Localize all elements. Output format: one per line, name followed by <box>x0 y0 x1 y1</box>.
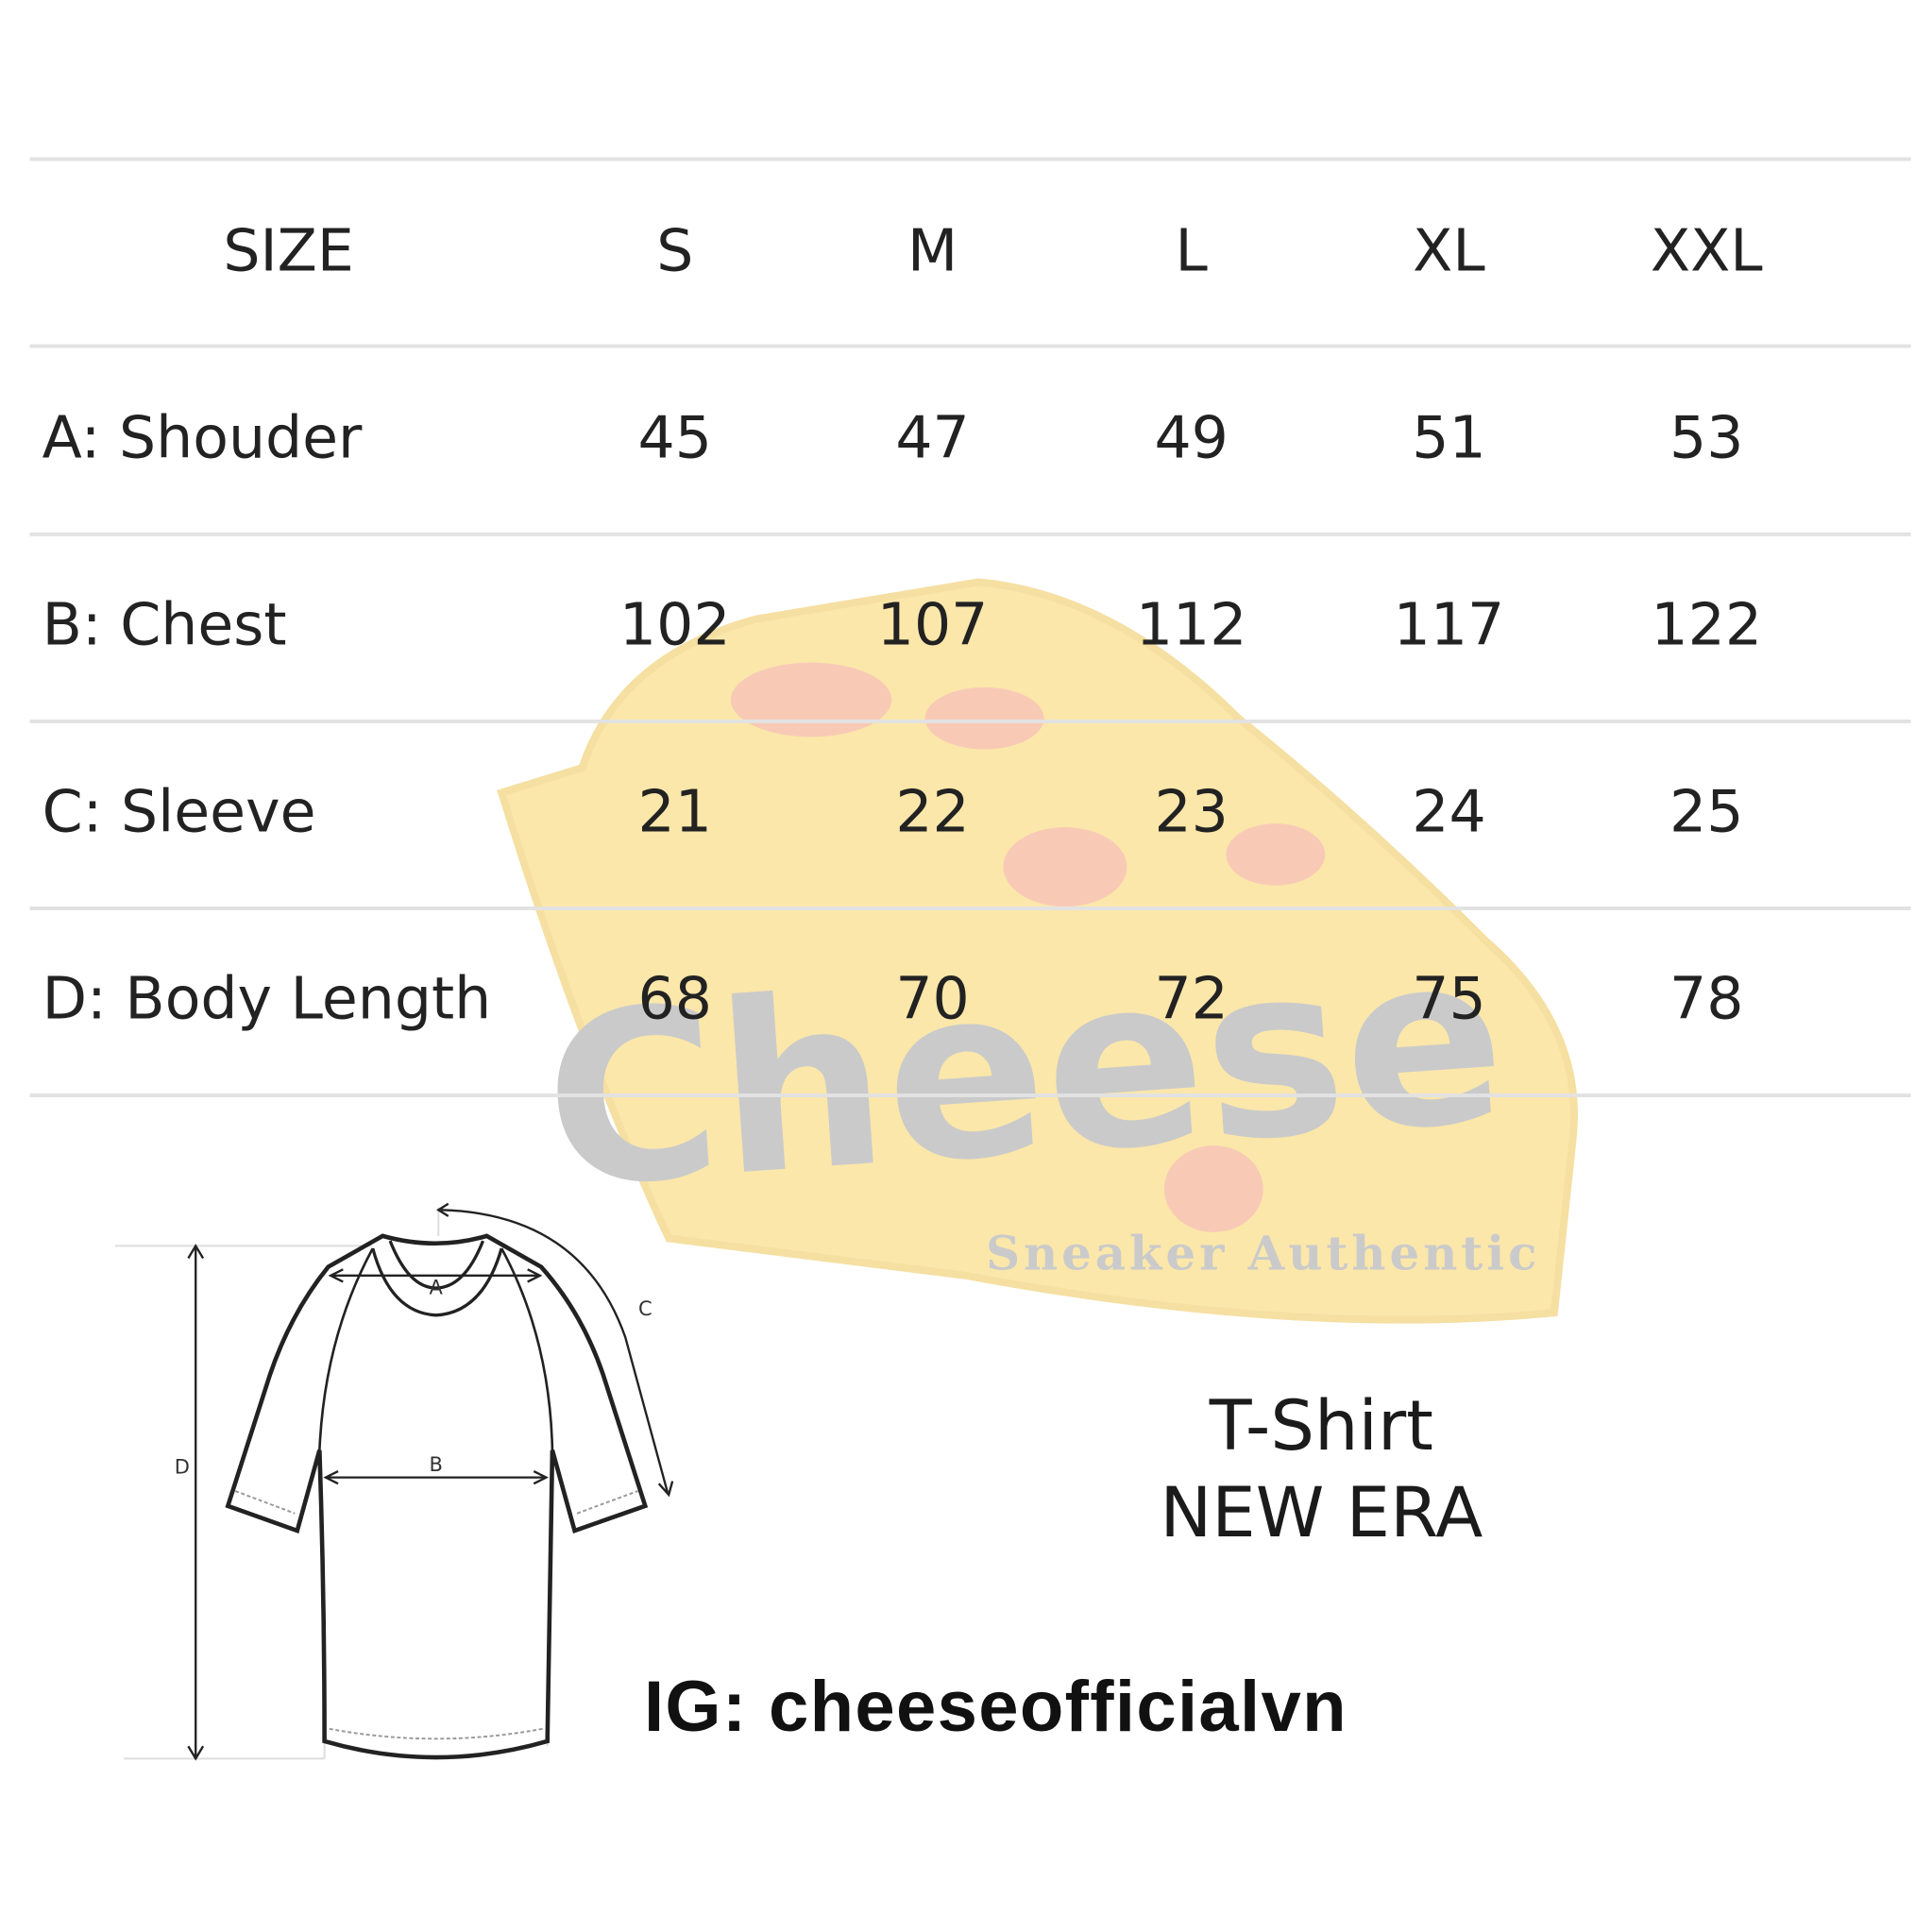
cheese-hole <box>730 662 892 737</box>
measure-arrows <box>187 1202 674 1761</box>
column-header: M <box>907 217 958 286</box>
table-cell: 107 <box>876 591 989 660</box>
table-cell: 102 <box>619 591 731 660</box>
table-cell: 78 <box>1669 965 1744 1034</box>
cheese-hole <box>1003 827 1127 907</box>
collar <box>371 1240 503 1317</box>
table-cell: 21 <box>637 778 712 847</box>
column-header: XXL <box>1650 217 1763 286</box>
table-divider <box>29 344 1911 348</box>
table-divider <box>29 157 1911 161</box>
watermark-brand: Cheese <box>537 901 1513 1241</box>
label-c: C <box>638 1297 652 1320</box>
table-cell: 112 <box>1135 591 1247 660</box>
table-cell: 117 <box>1393 591 1505 660</box>
column-header: SIZE <box>223 217 354 286</box>
product-type: T-Shirt <box>1209 1386 1433 1467</box>
cheese-wedge <box>497 578 1578 1324</box>
table-cell: 45 <box>637 404 712 473</box>
table-cell: 47 <box>895 404 970 473</box>
column-header: L <box>1175 217 1208 286</box>
table-cell: 72 <box>1154 965 1229 1034</box>
instagram-handle: IG: cheeseofficialvn <box>643 1666 1347 1747</box>
table-cell: 122 <box>1651 591 1763 660</box>
row-label: C: Sleeve <box>42 778 316 847</box>
table-cell: 70 <box>895 965 970 1034</box>
table-cell: 51 <box>1412 404 1486 473</box>
row-label: A: Shouder <box>42 404 363 473</box>
tshirt-outline <box>225 1233 649 1760</box>
table-cell: 49 <box>1154 404 1229 473</box>
watermark-tagline: Sneaker Authentic <box>986 1225 1540 1280</box>
table-cell: 23 <box>1154 778 1229 847</box>
table-cell: 68 <box>637 965 712 1034</box>
table-divider <box>29 719 1911 723</box>
raglan-seam <box>318 1247 554 1450</box>
table-cell: 75 <box>1412 965 1486 1034</box>
column-header: S <box>656 217 694 286</box>
cheese-hole <box>1163 1145 1263 1232</box>
label-a: A <box>429 1277 443 1299</box>
hem-stitch <box>234 1490 638 1740</box>
row-label: B: Chest <box>42 591 287 660</box>
label-d: D <box>175 1456 190 1479</box>
table-cell: 22 <box>895 778 970 847</box>
row-label: D: Body Length <box>42 965 492 1034</box>
label-b: B <box>429 1453 442 1476</box>
cheese-hole <box>924 686 1044 750</box>
column-header: XL <box>1413 217 1485 286</box>
table-divider <box>29 907 1911 910</box>
table-cell: 24 <box>1412 778 1486 847</box>
product-name: NEW ERA <box>1160 1473 1483 1554</box>
table-divider <box>29 1093 1911 1097</box>
table-cell: 25 <box>1669 778 1744 847</box>
table-cell: 53 <box>1669 404 1744 473</box>
table-divider <box>29 532 1911 536</box>
cheese-hole <box>1226 823 1326 886</box>
